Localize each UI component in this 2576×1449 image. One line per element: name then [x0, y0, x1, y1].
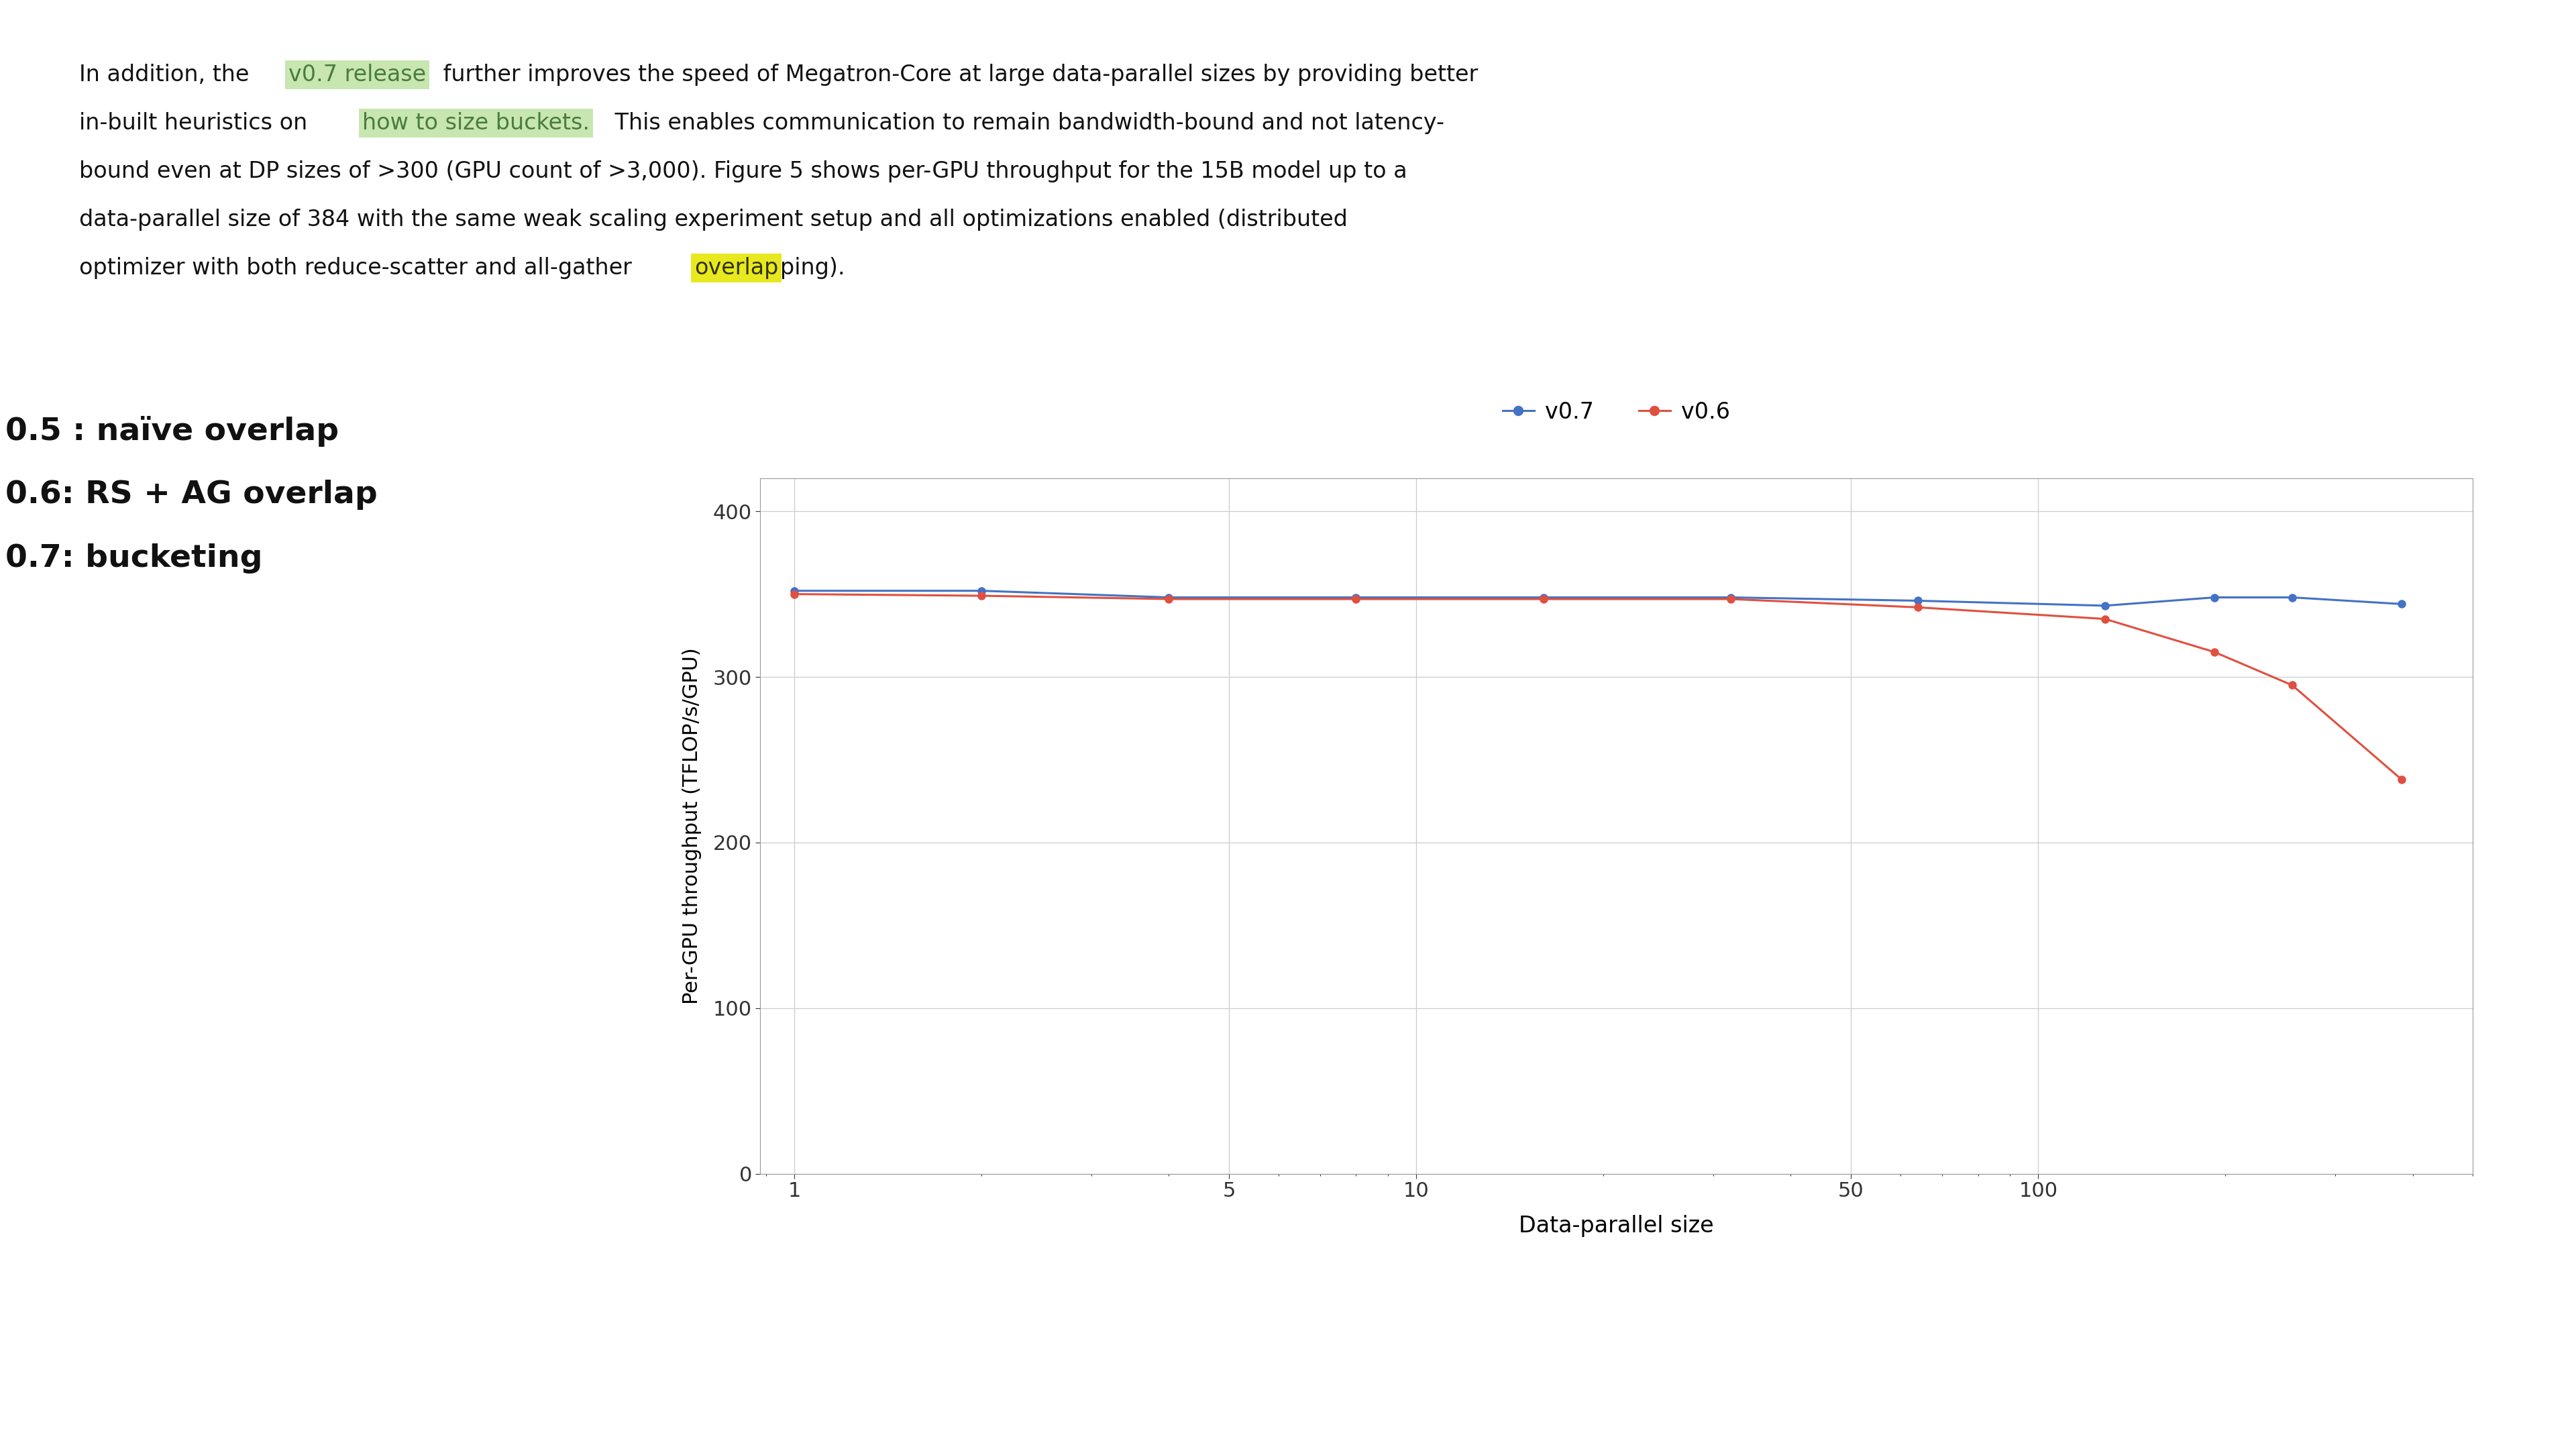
- Text: 0.7: bucketing: 0.7: bucketing: [5, 543, 263, 574]
- Text: 0.5 : naïve overlap: 0.5 : naïve overlap: [5, 416, 340, 446]
- Text: v0.7 release: v0.7 release: [289, 64, 425, 85]
- Text: optimizer with both reduce-scatter and all-gather: optimizer with both reduce-scatter and a…: [80, 256, 639, 280]
- X-axis label: Data-parallel size: Data-parallel size: [1520, 1216, 1713, 1237]
- Text: 0.6: RS + AG overlap: 0.6: RS + AG overlap: [5, 480, 379, 510]
- Text: In addition, the: In addition, the: [80, 64, 255, 85]
- Y-axis label: Per-GPU throughput (TFLOP/s/GPU): Per-GPU throughput (TFLOP/s/GPU): [683, 648, 701, 1004]
- Text: ping).: ping).: [781, 256, 845, 280]
- Legend: v0.7, v0.6: v0.7, v0.6: [1494, 393, 1739, 432]
- Text: how to size buckets.: how to size buckets.: [363, 112, 590, 135]
- Text: further improves the speed of Megatron-Core at large data-parallel sizes by prov: further improves the speed of Megatron-C…: [435, 64, 1479, 85]
- Text: bound even at DP sizes of >300 (GPU count of >3,000). Figure 5 shows per-GPU thr: bound even at DP sizes of >300 (GPU coun…: [80, 161, 1406, 183]
- Text: overlap: overlap: [693, 256, 778, 280]
- Text: This enables communication to remain bandwidth-bound and not latency-: This enables communication to remain ban…: [608, 112, 1445, 135]
- Text: in-built heuristics on: in-built heuristics on: [80, 112, 314, 135]
- Text: data-parallel size of 384 with the same weak scaling experiment setup and all op: data-parallel size of 384 with the same …: [80, 209, 1347, 230]
